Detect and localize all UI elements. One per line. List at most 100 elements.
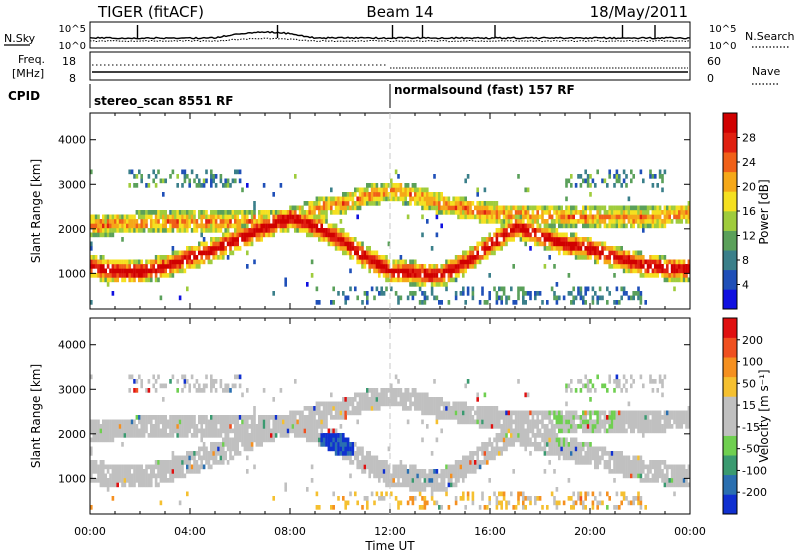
power-cell xyxy=(447,201,451,206)
velocity-cell xyxy=(550,428,554,434)
power-cell xyxy=(394,259,398,265)
velocity-cell xyxy=(217,451,220,456)
power-cell xyxy=(644,214,647,220)
power-cell xyxy=(375,187,379,193)
velocity-cell xyxy=(637,500,640,506)
velocity-cell xyxy=(409,406,412,411)
velocity-cell xyxy=(241,424,244,429)
velocity-cell xyxy=(469,419,472,425)
velocity-cell xyxy=(500,437,503,443)
velocity-cell xyxy=(308,428,311,434)
velocity-cell xyxy=(430,410,434,416)
velocity-cell xyxy=(181,388,184,393)
velocity-cell xyxy=(222,442,225,447)
power-cell xyxy=(418,277,422,283)
power-cell xyxy=(296,219,299,224)
power-cell xyxy=(666,277,669,283)
power-cell xyxy=(416,201,419,206)
velocity-cell xyxy=(522,424,525,429)
power-cell xyxy=(318,205,321,211)
power-cell xyxy=(589,223,592,229)
power-cell xyxy=(373,201,376,206)
velocity-cell xyxy=(433,401,436,407)
velocity-cell xyxy=(423,500,427,506)
power-cell xyxy=(135,259,139,265)
power-cell xyxy=(538,205,542,211)
velocity-cell xyxy=(519,415,523,420)
velocity-cell xyxy=(486,442,489,447)
noise-sky-trace xyxy=(89,30,691,40)
power-cell xyxy=(678,268,681,274)
velocity-cell xyxy=(164,460,167,465)
velocity-cell xyxy=(498,419,501,425)
power-cell xyxy=(128,219,131,224)
power-cell xyxy=(325,196,328,202)
power-cell xyxy=(620,219,623,224)
velocity-cell xyxy=(524,410,527,416)
velocity-cell xyxy=(579,442,583,447)
power-cell xyxy=(548,228,551,233)
power-cell xyxy=(397,183,400,188)
velocity-cell xyxy=(606,419,609,425)
velocity-cell xyxy=(382,473,386,479)
power-cell xyxy=(464,214,467,220)
power-cell xyxy=(171,273,175,278)
power-cell xyxy=(318,219,321,224)
power-cell xyxy=(102,259,105,265)
power-cell xyxy=(615,214,619,220)
power-cell xyxy=(152,219,155,224)
velocity-cell xyxy=(634,464,638,470)
velocity-cell xyxy=(241,419,244,425)
velocity-cell xyxy=(462,415,465,420)
power-cell xyxy=(399,192,403,197)
power-cell xyxy=(186,210,189,215)
velocity-cell xyxy=(229,455,232,461)
velocity-cell xyxy=(495,500,499,506)
velocity-cell xyxy=(639,478,643,483)
velocity-cell xyxy=(330,446,333,452)
velocity-cell xyxy=(102,433,105,438)
velocity-cell xyxy=(615,460,619,465)
power-cell xyxy=(423,192,427,197)
power-cell xyxy=(404,201,407,206)
velocity-cell xyxy=(346,455,350,461)
velocity-cell xyxy=(181,415,184,420)
power-cell xyxy=(411,196,415,202)
velocity-cell xyxy=(430,469,434,474)
velocity-cell xyxy=(543,415,547,420)
power-cell xyxy=(186,246,189,251)
velocity-cell xyxy=(162,424,165,429)
velocity-cell xyxy=(620,460,623,465)
velocity-cell xyxy=(447,482,451,488)
power-cell xyxy=(344,246,347,251)
velocity-cell xyxy=(488,451,491,456)
velocity-cell xyxy=(330,505,333,510)
velocity-cell xyxy=(339,401,343,407)
power-cell xyxy=(483,210,487,215)
velocity-cell xyxy=(224,433,227,438)
power-cell xyxy=(603,255,607,260)
power-cell xyxy=(601,250,604,256)
power-cell xyxy=(586,183,590,188)
power-cell xyxy=(272,192,275,197)
velocity-cell xyxy=(392,469,395,474)
velocity-cell xyxy=(454,410,458,416)
velocity-cell xyxy=(414,406,417,411)
power-cell xyxy=(152,228,155,233)
velocity-cell xyxy=(308,424,311,429)
power-cell xyxy=(219,219,223,224)
velocity-cell xyxy=(229,419,232,425)
velocity-cell xyxy=(344,410,347,416)
power-cell xyxy=(512,205,515,211)
velocity-cell xyxy=(222,424,225,429)
power-cell xyxy=(202,210,206,215)
velocity-cell xyxy=(152,464,155,470)
power-cell xyxy=(152,178,155,184)
velocity-cell xyxy=(255,437,259,443)
power-cell xyxy=(498,246,501,251)
power-cell xyxy=(291,205,295,211)
velocity-cell xyxy=(404,464,407,470)
power-cell xyxy=(637,255,640,260)
